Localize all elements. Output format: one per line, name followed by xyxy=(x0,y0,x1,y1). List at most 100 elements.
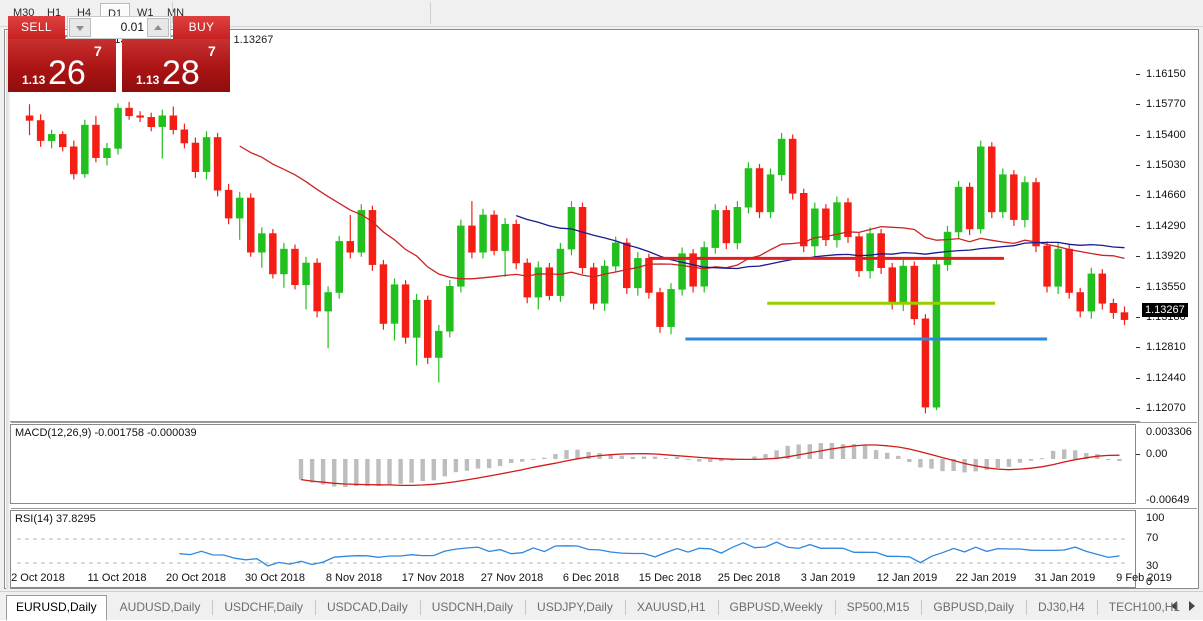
tab-separator xyxy=(624,600,626,615)
macd-axis-label: 0.003306 xyxy=(1146,426,1192,438)
macd-canvas[interactable] xyxy=(11,425,1135,503)
sell-price-big: 26 xyxy=(48,54,86,92)
chart-tab-audusd-daily[interactable]: AUDUSD,Daily xyxy=(119,600,201,614)
price-axis: 1.16150 1.15770 1.15400 1.15030 1.14660 1.142… xyxy=(1136,30,1198,422)
chart-tab-gbpusd-daily[interactable]: GBPUSD,Daily xyxy=(933,600,1015,614)
macd-axis-label: -0.00649 xyxy=(1146,494,1190,506)
chart-tab-xauusd-h1[interactable]: XAUUSD,H1 xyxy=(636,600,706,614)
price-axis-tick xyxy=(1136,256,1140,258)
sell-button[interactable]: SELL xyxy=(8,16,65,39)
price-axis-tick xyxy=(1136,195,1140,197)
chart-tab-gbpusd-weekly[interactable]: GBPUSD,Weekly xyxy=(729,600,823,614)
chart-tab-sp500-m15[interactable]: SP500,M15 xyxy=(846,600,910,614)
rsi-axis-label: 70 xyxy=(1146,532,1159,544)
volume-decrease-button[interactable] xyxy=(69,18,91,37)
price-axis-tick xyxy=(1136,347,1140,349)
volume-input[interactable]: 0.01 xyxy=(120,20,144,34)
price-axis-tick xyxy=(1136,316,1140,318)
price-axis-tick xyxy=(1136,165,1140,167)
buy-button[interactable]: BUY xyxy=(173,16,230,39)
date-axis-label: 25 Dec 2018 xyxy=(717,572,781,584)
current-price-label: 1.13267 xyxy=(1142,303,1188,318)
price-axis-tick xyxy=(1136,408,1140,409)
rsi-axis-label: 0 xyxy=(1146,576,1153,588)
date-axis-label: 2 Oct 2018 xyxy=(11,572,65,584)
rsi-axis-label: 30 xyxy=(1146,560,1159,572)
sell-price-pip: 7 xyxy=(94,43,102,59)
left-scroll-strip[interactable] xyxy=(6,31,10,589)
rsi-canvas[interactable] xyxy=(11,511,1135,587)
date-axis-label: 12 Jan 2019 xyxy=(876,572,938,584)
buy-price-box[interactable]: 1.13 28 7 xyxy=(122,39,230,92)
tab-separator xyxy=(525,600,527,615)
rsi-axis-label: 100 xyxy=(1146,512,1165,524)
sell-price-figure: 1.13 xyxy=(22,73,46,87)
chart-tab-tech100-h1[interactable]: TECH100,H1 xyxy=(1108,600,1181,614)
chart-tab-usdcnh-daily[interactable]: USDCNH,Daily xyxy=(431,600,514,614)
date-axis-label: 20 Oct 2018 xyxy=(166,572,226,584)
chart-tab-usdjpy-daily[interactable]: USDJPY,Daily xyxy=(537,600,613,614)
sell-price-box[interactable]: 1.13 26 7 xyxy=(8,39,116,92)
price-chart-canvas[interactable] xyxy=(10,30,1140,422)
trade-buttons-row: SELL 0.01 BUY xyxy=(8,16,230,39)
macd-title: MACD(12,26,9) -0.001758 -0.000039 xyxy=(15,427,197,439)
price-axis-label: 1.15770 xyxy=(1146,98,1186,111)
date-axis-label: 9 Feb 2019 xyxy=(1116,572,1172,584)
date-axis-label: 11 Oct 2018 xyxy=(87,572,147,584)
price-axis-label: 1.12070 xyxy=(1146,402,1186,414)
date-axis-label: 30 Oct 2018 xyxy=(245,572,305,584)
tabs-scroll-left-icon[interactable] xyxy=(1171,601,1177,611)
tab-separator xyxy=(212,600,214,615)
date-axis-label: 8 Nov 2018 xyxy=(325,572,383,584)
chart-tab-dj30-h4[interactable]: DJ30,H4 xyxy=(1038,600,1085,614)
date-axis-label: 22 Jan 2019 xyxy=(955,572,1017,584)
price-axis-tick xyxy=(1136,134,1140,136)
price-axis-tick xyxy=(1136,104,1140,106)
date-axis-label: 3 Jan 2019 xyxy=(800,572,856,584)
toolbar-separator xyxy=(430,2,431,24)
rsi-title: RSI(14) 37.8295 xyxy=(15,513,96,525)
macd-pane: MACD(12,26,9) -0.001758 -0.000039 xyxy=(10,424,1136,504)
buy-price-big: 28 xyxy=(162,54,200,92)
tab-separator xyxy=(419,600,421,615)
tabs-scroll-right-icon[interactable] xyxy=(1189,601,1195,611)
volume-stepper[interactable]: 0.01 xyxy=(67,16,171,39)
macd-axis-label: 0.00 xyxy=(1146,448,1168,460)
price-axis-tick xyxy=(1136,286,1140,288)
tab-separator xyxy=(1096,600,1098,615)
price-axis-label: 1.15030 xyxy=(1146,159,1186,172)
rsi-axis: 100 70 30 0 xyxy=(1136,510,1198,588)
volume-increase-button[interactable] xyxy=(147,18,169,37)
price-axis-label: 1.15400 xyxy=(1146,128,1186,141)
pane-divider xyxy=(11,508,1197,509)
date-axis-label: 31 Jan 2019 xyxy=(1034,572,1096,584)
tab-separator xyxy=(717,600,719,615)
chart-tab-eurusd-daily[interactable]: EURUSD,Daily xyxy=(6,595,107,621)
macd-axis: 0.003306 0.00 -0.00649 xyxy=(1136,424,1198,506)
rsi-pane: RSI(14) 37.8295 xyxy=(10,510,1136,588)
chart-tab-usdcad-daily[interactable]: USDCAD,Daily xyxy=(327,600,408,614)
date-axis-label: 15 Dec 2018 xyxy=(638,572,702,584)
one-click-trading-panel: SELL 0.01 BUY 1.13 26 7 1.13 28 7 xyxy=(8,16,230,92)
chart-window: EURUSD,Daily 1.13179 1.13269 1.13175 1.1… xyxy=(4,29,1199,589)
price-axis-tick xyxy=(1136,377,1140,379)
pane-divider xyxy=(11,422,1197,423)
buy-price-figure: 1.13 xyxy=(136,73,160,87)
date-axis: 2 Oct 2018 11 Oct 2018 20 Oct 2018 30 Oct 2… xyxy=(4,572,1199,590)
buy-price-pip: 7 xyxy=(208,43,216,59)
chart-tab-usdchf-daily[interactable]: USDCHF,Daily xyxy=(224,600,304,614)
price-axis-label: 1.12440 xyxy=(1146,371,1186,384)
price-axis-label: 1.14290 xyxy=(1146,219,1186,232)
date-axis-label: 27 Nov 2018 xyxy=(480,572,544,584)
tab-separator xyxy=(315,600,317,615)
tab-separator xyxy=(834,600,836,615)
date-axis-label: 17 Nov 2018 xyxy=(401,572,465,584)
price-pane xyxy=(10,30,1140,422)
tab-separator xyxy=(921,600,923,615)
price-axis-label: 1.14660 xyxy=(1146,189,1186,202)
price-axis-tick xyxy=(1136,225,1140,227)
tab-separator xyxy=(1026,600,1028,615)
macd-axis-tick xyxy=(1136,454,1140,455)
date-axis-label: 6 Dec 2018 xyxy=(562,572,620,584)
